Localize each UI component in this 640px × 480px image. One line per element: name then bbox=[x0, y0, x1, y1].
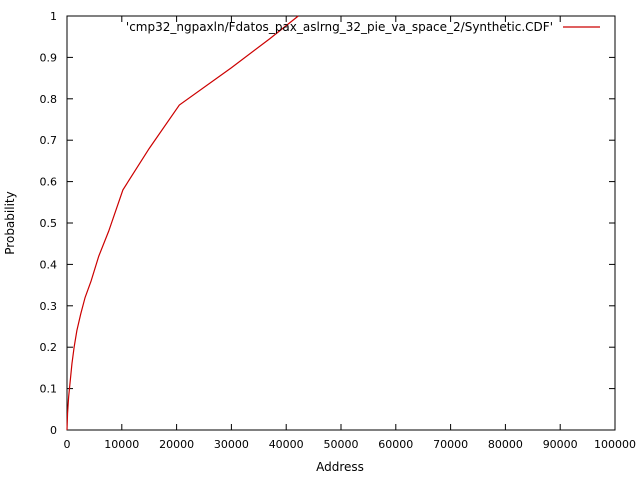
y-tick-label: 1 bbox=[50, 10, 57, 23]
x-tick-label: 30000 bbox=[214, 438, 249, 451]
x-tick-label: 40000 bbox=[269, 438, 304, 451]
series-line bbox=[66, 15, 299, 431]
y-tick-label: 0.2 bbox=[40, 341, 58, 354]
x-tick-label: 90000 bbox=[543, 438, 578, 451]
x-tick-label: 0 bbox=[64, 438, 71, 451]
legend: 'cmp32_ngpaxln/Fdatos_pax_aslrng_32_pie_… bbox=[126, 20, 600, 34]
y-axis-title: Probability bbox=[3, 191, 17, 254]
y-tick-label: 0.8 bbox=[40, 93, 58, 106]
x-axis-title: Address bbox=[316, 460, 364, 474]
y-tick-label: 0.6 bbox=[40, 176, 58, 189]
y-tick-label: 0 bbox=[50, 424, 57, 437]
x-tick-label: 20000 bbox=[159, 438, 194, 451]
y-tick-label: 0.5 bbox=[40, 217, 58, 230]
plot-frame bbox=[66, 15, 616, 431]
x-tick-label: 60000 bbox=[378, 438, 413, 451]
x-tick-label: 100000 bbox=[594, 438, 636, 451]
y-tick-label: 0.7 bbox=[40, 134, 58, 147]
y-tick-label: 0.3 bbox=[40, 300, 58, 313]
x-tick-label: 80000 bbox=[488, 438, 523, 451]
x-tick-label: 50000 bbox=[324, 438, 359, 451]
y-tick-label: 0.9 bbox=[40, 51, 58, 64]
x-tick-label: 10000 bbox=[104, 438, 139, 451]
axis-tick-labels: 0 10000 20000 30000 40000 50000 60000 70000 8000… bbox=[40, 10, 637, 451]
y-tick-label: 0.1 bbox=[40, 383, 58, 396]
legend-label: 'cmp32_ngpaxln/Fdatos_pax_aslrng_32_pie_… bbox=[126, 20, 553, 34]
series-layer bbox=[66, 15, 299, 431]
x-tick-label: 70000 bbox=[433, 438, 468, 451]
y-tick-label: 0.4 bbox=[40, 258, 58, 271]
axis-ticks bbox=[66, 15, 616, 431]
